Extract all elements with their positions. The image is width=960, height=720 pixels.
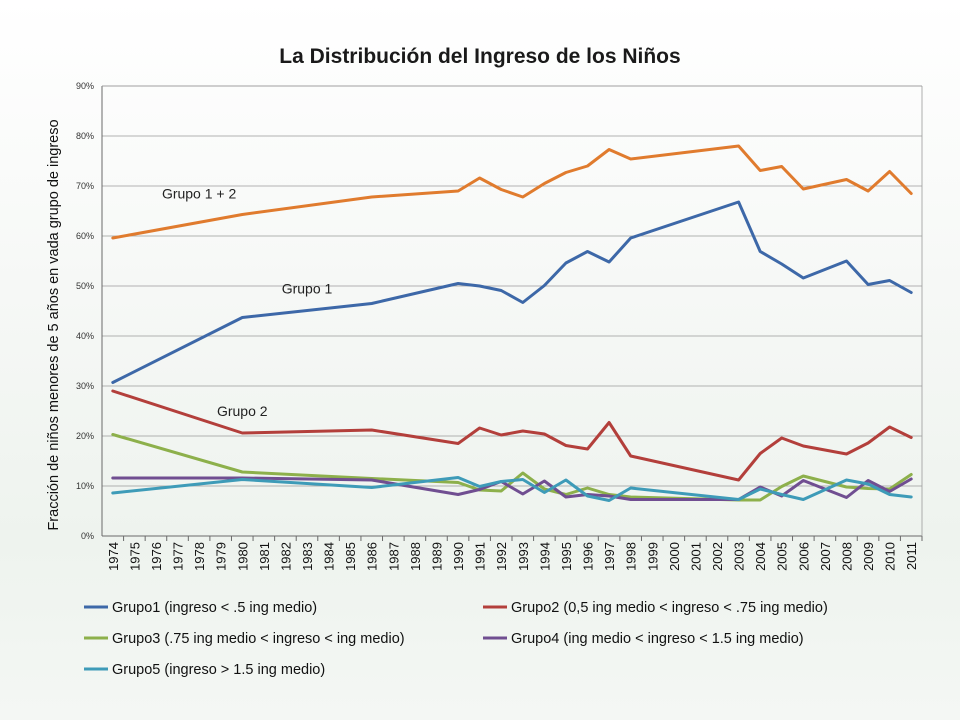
y-tick-label: 80% bbox=[76, 131, 94, 141]
series-annotation: Grupo 1 bbox=[282, 281, 333, 297]
x-axis-ticks: 1974 1975 1976 1977 1978 1979 1980 1981 1982 1983… bbox=[106, 536, 923, 571]
x-tick-label: 2002 bbox=[710, 542, 725, 571]
annotations: Grupo 1 + 2 Grupo 1 Grupo 2 bbox=[162, 186, 333, 420]
series-line-4 bbox=[111, 476, 913, 501]
x-tick-label: 2010 bbox=[883, 542, 898, 571]
x-tick-label: 1987 bbox=[386, 542, 401, 571]
series-annotation: Grupo 2 bbox=[217, 403, 268, 419]
series-lines bbox=[111, 144, 913, 502]
x-tick-label: 1992 bbox=[494, 542, 509, 571]
x-tick-label: 2006 bbox=[796, 542, 811, 571]
x-tick-label: 1975 bbox=[127, 542, 142, 571]
y-axis-label: Fracción de niños menores de 5 años en v… bbox=[46, 119, 62, 530]
x-tick-label: 1978 bbox=[192, 542, 207, 571]
y-tick-label: 0% bbox=[81, 531, 94, 541]
x-tick-label: 1989 bbox=[429, 542, 444, 571]
x-tick-label: 1996 bbox=[581, 542, 596, 571]
x-tick-label: 1976 bbox=[149, 542, 164, 571]
x-tick-label: 1983 bbox=[300, 542, 315, 571]
series-line-2 bbox=[111, 389, 913, 482]
x-tick-label: 1997 bbox=[602, 542, 617, 571]
x-tick-label: 2011 bbox=[904, 542, 919, 570]
x-tick-label: 2003 bbox=[732, 542, 747, 571]
x-tick-label: 1990 bbox=[451, 542, 466, 571]
x-tick-label: 2001 bbox=[688, 542, 703, 571]
legend-label: Grupo4 (ing medio < ingreso < 1.5 ing me… bbox=[511, 631, 804, 647]
series-line-6 bbox=[111, 144, 913, 240]
x-tick-label: 2009 bbox=[861, 542, 876, 571]
x-tick-label: 1991 bbox=[473, 542, 488, 571]
x-tick-label: 1994 bbox=[537, 542, 552, 571]
chart-title: La Distribución del Ingreso de los Niños bbox=[279, 45, 680, 68]
x-tick-label: 1995 bbox=[559, 542, 574, 571]
y-axis-ticks: 0% 10% 20% 30% 40% 50% 60% 70% 80% 90% bbox=[76, 81, 94, 541]
x-tick-label: 2000 bbox=[667, 542, 682, 571]
x-tick-label: 2007 bbox=[818, 542, 833, 571]
y-tick-label: 50% bbox=[76, 281, 94, 291]
x-tick-label: 1982 bbox=[278, 542, 293, 571]
series-line-3 bbox=[111, 433, 913, 502]
x-tick-label: 1977 bbox=[171, 542, 186, 571]
x-tick-label: 1974 bbox=[106, 542, 121, 571]
y-tick-label: 10% bbox=[76, 481, 94, 491]
legend-label: Grupo3 (.75 ing medio < ingreso < ing me… bbox=[112, 631, 405, 647]
x-tick-label: 2004 bbox=[753, 542, 768, 571]
x-tick-label: 1979 bbox=[214, 542, 229, 571]
legend-label: Grupo1 (ingreso < .5 ing medio) bbox=[112, 600, 317, 616]
x-tick-label: 1981 bbox=[257, 542, 272, 571]
x-tick-label: 1988 bbox=[408, 542, 423, 571]
legend-label: Grupo2 (0,5 ing medio < ingreso < .75 in… bbox=[511, 600, 828, 616]
x-tick-label: 1986 bbox=[365, 542, 380, 571]
x-tick-label: 2008 bbox=[839, 542, 854, 571]
y-tick-label: 60% bbox=[76, 231, 94, 241]
x-tick-label: 1993 bbox=[516, 542, 531, 571]
legend: Grupo1 (ingreso < .5 ing medio) Grupo2 (0… bbox=[84, 600, 828, 678]
x-tick-label: 1999 bbox=[645, 542, 660, 571]
y-tick-label: 40% bbox=[76, 331, 94, 341]
gridlines bbox=[101, 85, 923, 537]
series-line-5 bbox=[111, 476, 913, 502]
y-tick-label: 20% bbox=[76, 431, 94, 441]
x-tick-label: 1984 bbox=[322, 542, 337, 571]
legend-label: Grupo5 (ingreso > 1.5 ing medio) bbox=[112, 662, 325, 678]
series-annotation: Grupo 1 + 2 bbox=[162, 186, 237, 202]
x-tick-label: 2005 bbox=[775, 542, 790, 571]
y-tick-label: 30% bbox=[76, 381, 94, 391]
x-tick-label: 1998 bbox=[624, 542, 639, 571]
y-tick-label: 90% bbox=[76, 81, 94, 91]
x-tick-label: 1980 bbox=[235, 542, 250, 571]
series-line-1 bbox=[111, 200, 913, 384]
y-tick-label: 70% bbox=[76, 181, 94, 191]
x-tick-label: 1985 bbox=[343, 542, 358, 571]
